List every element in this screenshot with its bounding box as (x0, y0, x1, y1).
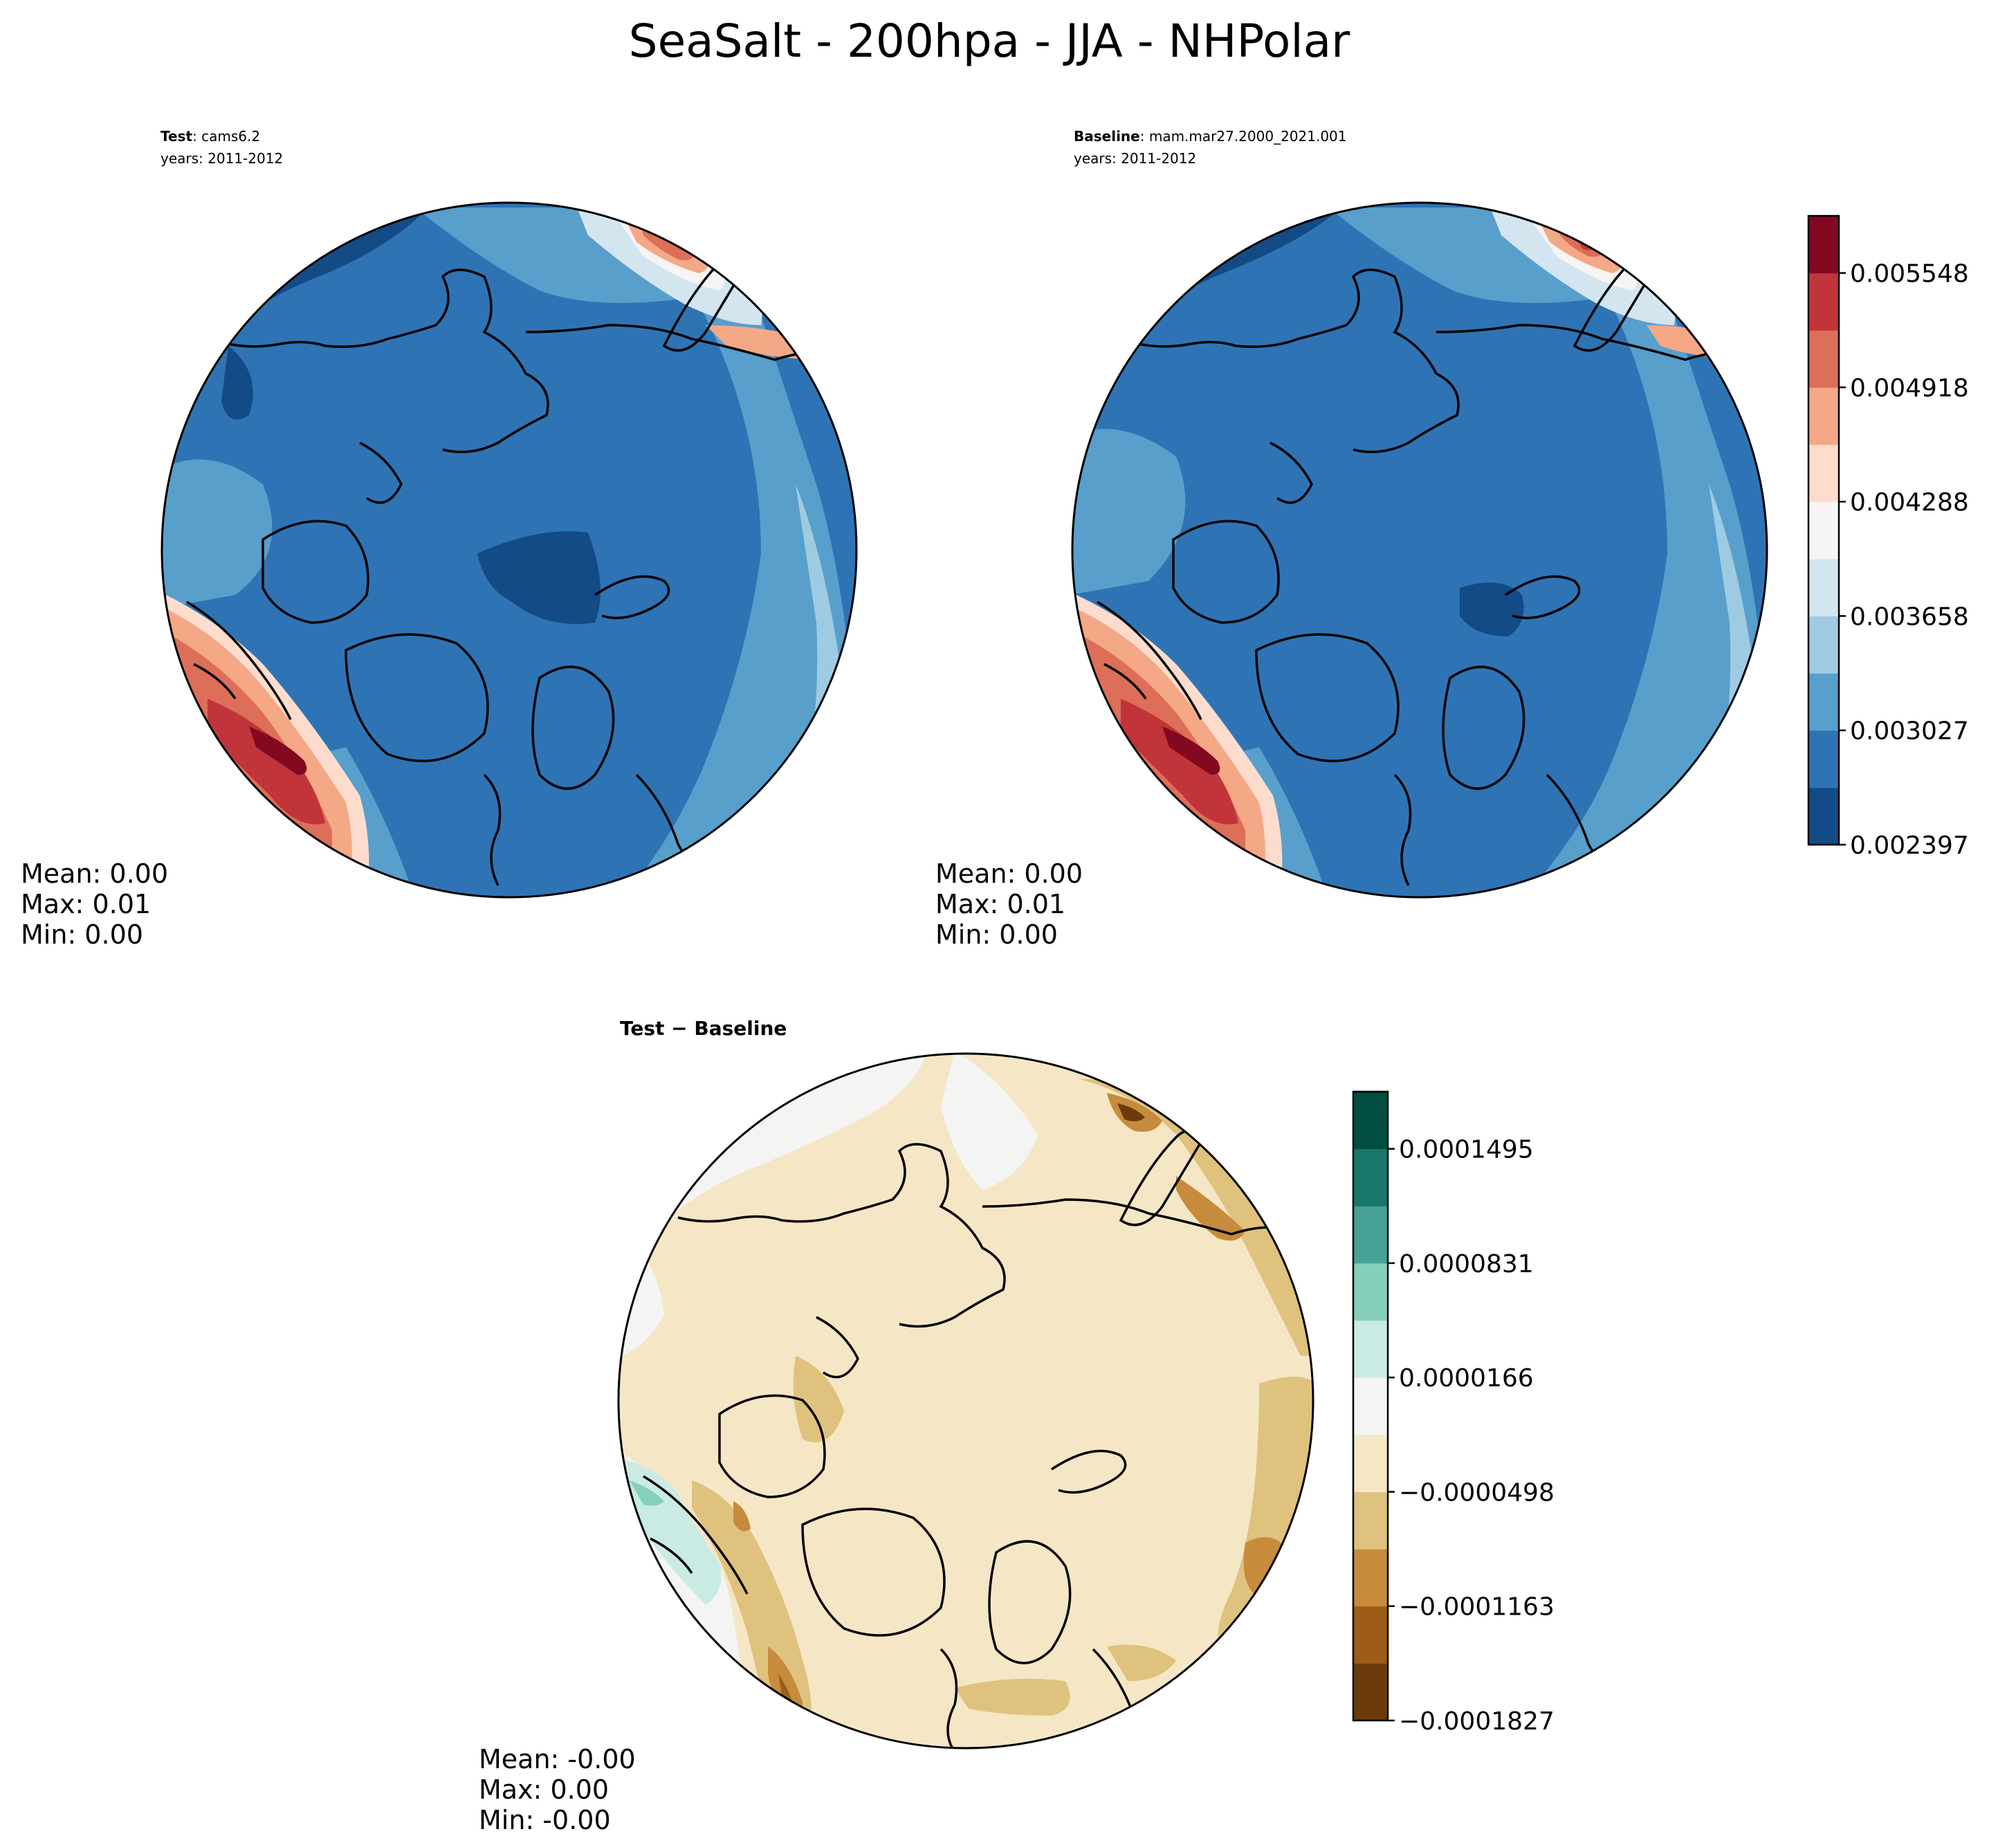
main-colorbar-tick-label: 0.004918 (1850, 374, 1969, 403)
test-min: Min: 0.00 (21, 919, 143, 950)
diff-colorbar-segment (1353, 1206, 1388, 1264)
diff-colorbar-segment (1353, 1549, 1388, 1607)
test-panel-label: Test: cams6.2 (161, 128, 260, 145)
diff-colorbar-tick-label: 0.0001495 (1399, 1136, 1534, 1164)
main-colorbar-segment (1808, 673, 1839, 731)
diff-stats: Mean: -0.00 Max: 0.00 Min: -0.00 (479, 1744, 636, 1835)
main-colorbar-tick-label: 0.004288 (1850, 488, 1969, 517)
diff-colorbar-frame (1352, 1090, 1389, 1722)
baseline-stats: Mean: 0.00 Max: 0.01 Min: 0.00 (935, 859, 1083, 950)
diff-min: Min: -0.00 (479, 1805, 611, 1835)
diff-colorbar-segment (1353, 1092, 1388, 1150)
diff-colorbar-segment (1353, 1377, 1388, 1435)
diff-map-boundary (617, 1052, 1314, 1750)
baseline-max: Max: 0.01 (935, 889, 1065, 919)
main-colorbar-segment (1808, 787, 1839, 845)
diff-colorbar: −0.0001827 −0.0001163 −0.0000498 0.0000166 0… (1352, 1090, 1555, 1736)
main-colorbar-segment (1808, 616, 1839, 674)
main-colorbar: 0.002397 0.003027 0.003658 0.004288 0.004918… (1807, 214, 1969, 860)
diff-colorbar-segment (1353, 1320, 1388, 1378)
diff-colorbar-segment (1353, 1663, 1388, 1721)
main-colorbar-segment (1808, 558, 1839, 616)
baseline-panel: Baseline: mam.mar27.2000_2021.001 years:… (935, 128, 1768, 950)
main-colorbar-segment (1808, 387, 1839, 446)
main-colorbar-frame (1807, 214, 1840, 846)
main-colorbar-tick-label: 0.003658 (1850, 603, 1969, 631)
test-stats: Mean: 0.00 Max: 0.01 Min: 0.00 (21, 859, 168, 950)
main-colorbar-tick-label: 0.003027 (1850, 717, 1969, 746)
test-panel-years: years: 2011-2012 (161, 150, 283, 167)
baseline-panel-label: Baseline: mam.mar27.2000_2021.001 (1074, 128, 1347, 145)
main-colorbar-tick-label: 0.002397 (1850, 832, 1969, 860)
diff-colorbar-segment (1353, 1491, 1388, 1550)
test-mean: Mean: 0.00 (21, 859, 168, 889)
main-colorbar-segment (1808, 330, 1839, 388)
main-colorbar-segment (1808, 730, 1839, 788)
baseline-mean: Mean: 0.00 (935, 859, 1083, 889)
diff-colorbar-segment (1353, 1148, 1388, 1206)
diff-mean: Mean: -0.00 (479, 1744, 636, 1774)
diff-colorbar-tick-label: 0.0000166 (1399, 1364, 1534, 1393)
diff-colorbar-tick-label: −0.0001163 (1399, 1593, 1555, 1622)
diff-panel-label: Test − Baseline (620, 1017, 787, 1040)
diff-colorbar-segment (1353, 1434, 1388, 1492)
diff-colorbar-segment (1353, 1606, 1388, 1664)
diff-colorbar-tick-label: 0.0000831 (1399, 1250, 1534, 1278)
diff-panel: Test − Baseline (479, 1017, 1314, 1835)
baseline-panel-years: years: 2011-2012 (1074, 150, 1196, 167)
baseline-map-boundary (1071, 201, 1768, 899)
figure-title: SeaSalt - 200hpa - JJA - NHPolar (629, 15, 1350, 68)
main-colorbar-segment (1808, 444, 1839, 502)
baseline-map (1072, 203, 1767, 897)
main-colorbar-tick-label: 0.005548 (1850, 260, 1969, 288)
diff-colorbar-tick-label: −0.0001827 (1399, 1707, 1555, 1736)
test-panel: Test: cams6.2 years: 2011-2012 (21, 128, 858, 950)
diff-colorbar-tick-label: −0.0000498 (1399, 1478, 1555, 1507)
main-colorbar-segment (1808, 502, 1839, 560)
main-colorbar-segment (1808, 216, 1839, 274)
diff-max: Max: 0.00 (479, 1774, 609, 1805)
test-max: Max: 0.01 (21, 889, 151, 919)
baseline-min: Min: 0.00 (935, 919, 1058, 950)
test-map-boundary (161, 201, 858, 899)
diff-colorbar-segment (1353, 1263, 1388, 1321)
main-colorbar-segment (1808, 273, 1839, 331)
